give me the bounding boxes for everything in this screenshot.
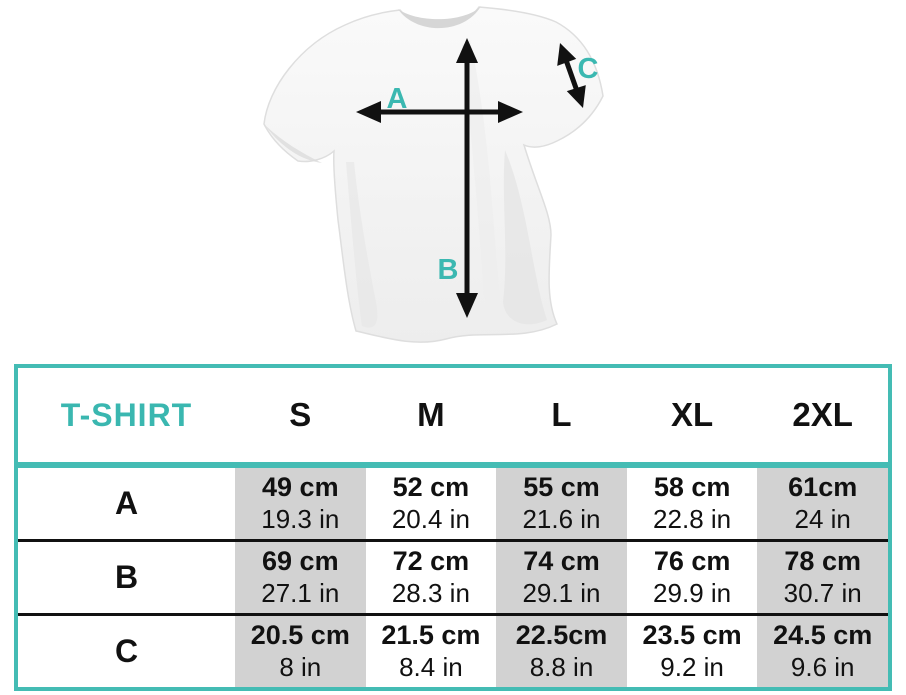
tshirt-graphic: A B C — [263, 6, 604, 343]
size-cell: 22.5cm 8.8 in — [496, 616, 627, 687]
cm-value: 52 cm — [392, 472, 470, 503]
table-title: T-SHIRT — [60, 396, 193, 433]
width-arrow — [356, 101, 523, 123]
cm-value: 58 cm — [653, 472, 731, 503]
cm-value: 21.5 cm — [381, 620, 481, 651]
length-arrow — [456, 38, 478, 318]
size-cell: 52 cm 20.4 in — [365, 468, 497, 539]
cm-value: 20.5 cm — [250, 620, 350, 651]
shirt-icon — [263, 6, 604, 343]
in-value: 8.4 in — [399, 652, 463, 683]
size-cell: 76 cm 29.9 in — [626, 542, 758, 613]
cm-value: 49 cm — [262, 472, 339, 503]
row-label: A — [18, 468, 235, 539]
size-header-l: L — [551, 396, 572, 433]
size-cell: 49 cm 19.3 in — [235, 468, 366, 539]
cm-value: 74 cm — [523, 546, 600, 577]
sleeve-arrow — [557, 43, 586, 108]
in-value: 20.4 in — [391, 504, 470, 535]
tshirt-diagram: A B C — [263, 6, 604, 343]
measure-label-b: B — [438, 254, 459, 286]
table-row-c: C 20.5 cm 8 in 21.5 cm 8.4 in 22.5cm 8.8… — [18, 616, 888, 687]
cm-value: 61cm — [788, 472, 858, 503]
in-value: 22.8 in — [653, 504, 732, 535]
size-cell: 55 cm 21.6 in — [496, 468, 627, 539]
in-value: 27.1 in — [261, 578, 340, 609]
size-table-body: A 49 cm 19.3 in 52 cm 20.4 in 55 cm 21.6… — [18, 468, 888, 687]
in-value: 8.8 in — [529, 652, 594, 683]
size-cell: 72 cm 28.3 in — [365, 542, 497, 613]
table-row-a: A 49 cm 19.3 in 52 cm 20.4 in 55 cm 21.6… — [18, 468, 888, 539]
cm-value: 23.5 cm — [642, 620, 742, 651]
row-label: B — [18, 542, 235, 613]
in-value: 28.3 in — [391, 578, 470, 609]
size-cell: 21.5 cm 8.4 in — [365, 616, 497, 687]
size-header-2xl: 2XL — [792, 396, 853, 433]
cm-value: 24.5 cm — [773, 620, 873, 651]
cm-value: 76 cm — [653, 546, 731, 577]
size-cell: 20.5 cm 8 in — [235, 616, 366, 687]
row-separator — [18, 613, 888, 616]
in-value: 24 in — [794, 504, 851, 535]
size-cell: 24.5 cm 9.6 in — [757, 616, 888, 687]
size-cell: 23.5 cm 9.2 in — [626, 616, 758, 687]
in-value: 9.6 in — [790, 652, 855, 683]
cm-value: 72 cm — [392, 546, 470, 577]
table-row-b: B 69 cm 27.1 in 72 cm 28.3 in 74 cm 29.1… — [18, 542, 888, 613]
size-table-header: T-SHIRT S M L XL 2XL — [18, 368, 888, 462]
size-cell: 58 cm 22.8 in — [626, 468, 758, 539]
size-header-s: S — [289, 396, 312, 433]
cm-value: 55 cm — [523, 472, 600, 503]
in-value: 21.6 in — [522, 504, 601, 535]
measure-label-c: C — [578, 53, 599, 85]
row-label: C — [18, 616, 235, 687]
size-cell: 78 cm 30.7 in — [757, 542, 888, 613]
row-separator — [18, 539, 888, 542]
size-cell: 69 cm 27.1 in — [235, 542, 366, 613]
size-header-xl: XL — [671, 396, 714, 433]
measure-label-a: A — [387, 83, 408, 115]
size-header-m: M — [417, 396, 445, 433]
in-value: 8 in — [279, 652, 322, 683]
in-value: 29.1 in — [522, 578, 601, 609]
size-cell: 74 cm 29.1 in — [496, 542, 627, 613]
in-value: 29.9 in — [653, 578, 732, 609]
in-value: 19.3 in — [261, 504, 340, 535]
in-value: 30.7 in — [783, 578, 862, 609]
cm-value: 22.5cm — [515, 620, 608, 651]
in-value: 9.2 in — [660, 652, 724, 683]
size-table: T-SHIRT S M L XL 2XL A 49 cm 19.3 in 52 … — [14, 364, 892, 691]
cm-value: 78 cm — [784, 546, 861, 577]
size-cell: 61cm 24 in — [757, 468, 888, 539]
cm-value: 69 cm — [262, 546, 339, 577]
header-divider — [18, 462, 888, 468]
